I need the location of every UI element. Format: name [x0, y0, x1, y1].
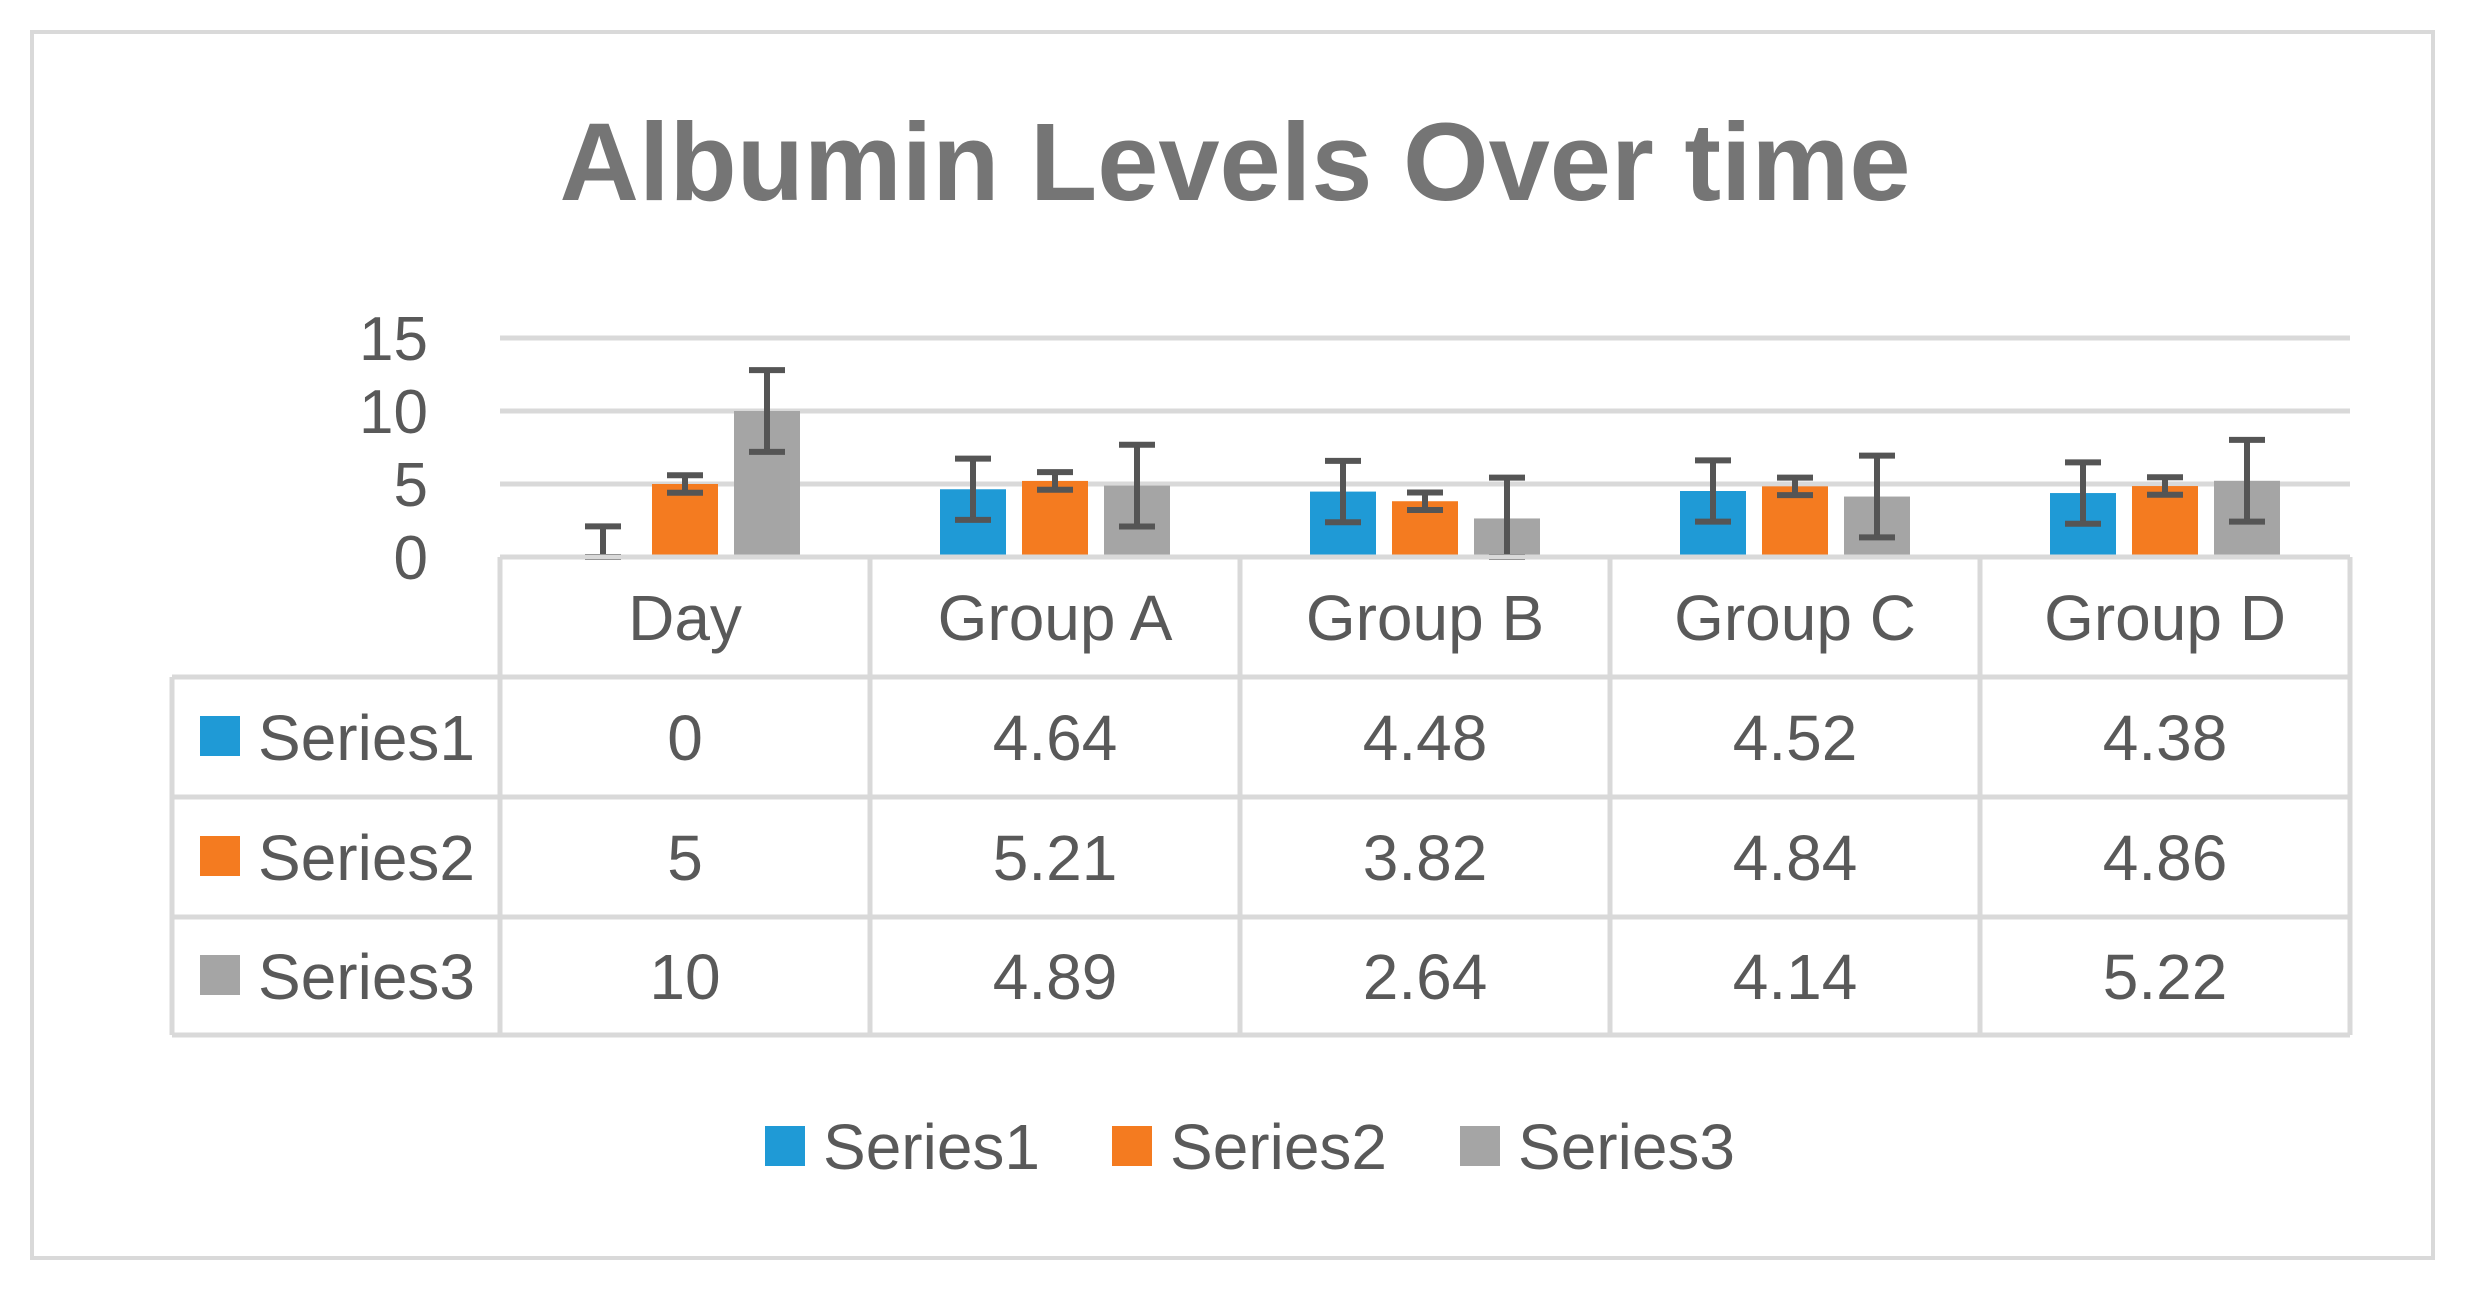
chart-title: Albumin Levels Over time — [560, 101, 1911, 224]
legend-label: Series3 — [1518, 1111, 1735, 1183]
y-tick-label: 0 — [394, 524, 428, 593]
table-legend-key — [200, 955, 240, 995]
error-bar — [2065, 459, 2101, 527]
error-bar — [1695, 457, 1731, 525]
bar-series2-3 — [1762, 486, 1828, 557]
y-tick-label: 5 — [394, 451, 428, 520]
error-bar — [1037, 469, 1073, 493]
table-cell-value: 3.82 — [1363, 822, 1488, 894]
legend-swatch — [1460, 1126, 1500, 1166]
legend: Series1 Series2 Series3 — [765, 1111, 1735, 1183]
table-series-name: Series3 — [258, 941, 475, 1013]
error-bar — [1777, 474, 1813, 499]
chart-frame — [30, 30, 2435, 1260]
y-tick-label: 15 — [359, 305, 428, 374]
error-bar — [955, 455, 991, 523]
table-cell-value: 5.21 — [993, 822, 1118, 894]
table-cell-value: 4.52 — [1733, 702, 1858, 774]
legend-item: Series2 — [1112, 1111, 1387, 1183]
gridlines — [500, 335, 2350, 487]
legend-label: Series2 — [1170, 1111, 1387, 1183]
table-cell-value: 4.86 — [2103, 822, 2228, 894]
table-cell-value: 5.22 — [2103, 941, 2228, 1013]
error-bar — [1859, 452, 1895, 541]
table-cell-value: 4.48 — [1363, 702, 1488, 774]
data-table: Day Group A Group B Group C Group D Series1 0 4… — [169, 554, 2353, 1038]
table-cell-value: 0 — [667, 702, 703, 774]
error-bar — [1119, 441, 1155, 530]
table-cell-value: 2.64 — [1363, 941, 1488, 1013]
legend-item: Series1 — [765, 1111, 1040, 1183]
table-series-name: Series2 — [258, 822, 475, 894]
table-legend-key — [200, 836, 240, 876]
error-bar — [667, 472, 703, 496]
category-label: Group A — [938, 582, 1173, 654]
legend-swatch — [765, 1126, 805, 1166]
category-label: Group C — [1674, 582, 1916, 654]
legend-swatch — [1112, 1126, 1152, 1166]
table-cell-value: 4.38 — [2103, 702, 2228, 774]
table-cell-value: 4.84 — [1733, 822, 1858, 894]
category-label: Group B — [1306, 582, 1544, 654]
table-cell-value: 4.64 — [993, 702, 1118, 774]
y-tick-label: 10 — [359, 378, 428, 447]
table-legend-key — [200, 716, 240, 756]
legend-label: Series1 — [823, 1111, 1040, 1183]
error-bar — [2147, 474, 2183, 498]
table-series-name: Series1 — [258, 702, 475, 774]
bar-series2-0 — [652, 484, 718, 557]
error-bar — [2229, 436, 2265, 525]
table-cell-value: 10 — [649, 941, 720, 1013]
error-bar — [749, 367, 785, 455]
table-cell-value: 4.14 — [1733, 941, 1858, 1013]
legend-item: Series3 — [1460, 1111, 1735, 1183]
bar-series2-1 — [1022, 480, 1088, 557]
table-cell-value: 5 — [667, 822, 703, 894]
category-label: Day — [628, 582, 742, 654]
error-bar — [585, 523, 621, 560]
category-label: Group D — [2044, 582, 2286, 654]
table-cell-value: 4.89 — [993, 941, 1118, 1013]
bar-series2-4 — [2132, 486, 2198, 557]
error-bar — [1325, 457, 1361, 526]
error-bar — [1407, 489, 1443, 513]
